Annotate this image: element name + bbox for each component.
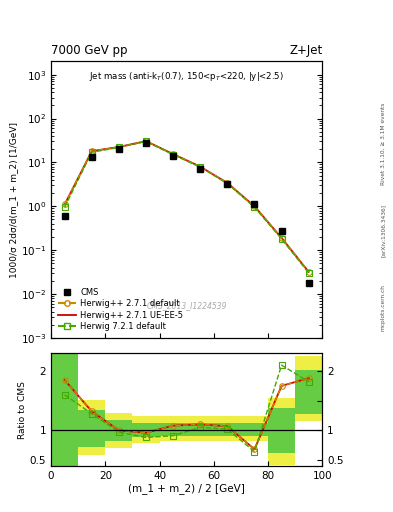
Text: Jet mass (anti-k$_T$(0.7), 150<p$_T$<220, |y|<2.5): Jet mass (anti-k$_T$(0.7), 150<p$_T$<220… bbox=[89, 70, 284, 83]
Y-axis label: Ratio to CMS: Ratio to CMS bbox=[18, 380, 27, 439]
Legend: CMS, Herwig++ 2.7.1 default, Herwig++ 2.7.1 UE-EE-5, Herwig 7.2.1 default: CMS, Herwig++ 2.7.1 default, Herwig++ 2.… bbox=[55, 285, 186, 334]
Text: 7000 GeV pp: 7000 GeV pp bbox=[51, 45, 128, 57]
Text: mcplots.cern.ch: mcplots.cern.ch bbox=[381, 284, 386, 331]
Text: Z+Jet: Z+Jet bbox=[289, 45, 322, 57]
X-axis label: (m_1 + m_2) / 2 [GeV]: (m_1 + m_2) / 2 [GeV] bbox=[128, 483, 245, 495]
Text: Rivet 3.1.10, ≥ 3.1M events: Rivet 3.1.10, ≥ 3.1M events bbox=[381, 102, 386, 184]
Y-axis label: 1000/σ 2dσ/d(m_1 + m_2) [1/GeV]: 1000/σ 2dσ/d(m_1 + m_2) [1/GeV] bbox=[9, 122, 18, 278]
Text: [arXiv:1306.3436]: [arXiv:1306.3436] bbox=[381, 204, 386, 257]
Text: CMS_2013_I1224539: CMS_2013_I1224539 bbox=[147, 301, 227, 310]
